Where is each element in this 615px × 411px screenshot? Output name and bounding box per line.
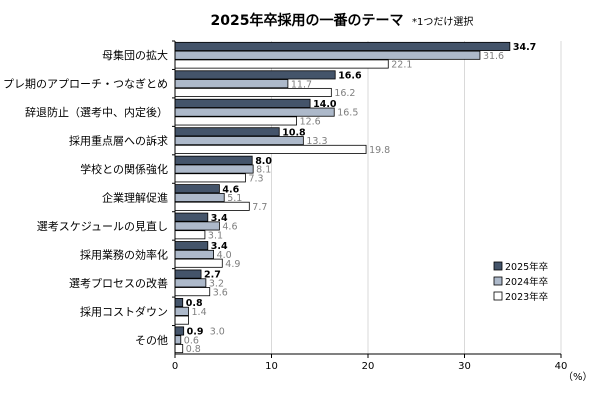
- data-label: 3.4: [211, 241, 228, 252]
- bar-2023年卒: [174, 144, 367, 154]
- data-label: 31.6: [483, 51, 504, 62]
- bar-2025年卒: [174, 212, 209, 222]
- data-label: 4.0: [217, 250, 232, 261]
- chart-note: *1つだけ選択: [412, 15, 473, 28]
- data-label: 4.9: [225, 259, 240, 270]
- bar-2023年卒: [174, 258, 223, 268]
- bar-2024年卒: [174, 278, 207, 288]
- bar-2025年卒: [174, 184, 220, 194]
- category-label: 採用重点層への訴求: [69, 134, 168, 148]
- bar-2024年卒: [174, 164, 254, 174]
- category-label: プレ期のアプローチ・つなぎとめ: [3, 77, 168, 91]
- data-label: 12.6: [300, 117, 321, 128]
- bar-2023年卒: [174, 315, 189, 325]
- bar-2025年卒: [174, 241, 209, 251]
- data-label: 8.1: [256, 165, 271, 176]
- category-label: 選考スケジュールの見直し: [37, 219, 168, 233]
- category-label: 採用業務の効率化: [80, 247, 168, 261]
- category-label: 学校との関係強化: [80, 162, 168, 176]
- bar-2024年卒: [174, 249, 214, 259]
- category-label: 選考プロセスの改善: [69, 276, 168, 290]
- bar-2025年卒: [174, 127, 280, 137]
- legend-swatch: [493, 276, 503, 286]
- legend-label: 2023年卒: [505, 291, 548, 303]
- data-label: 4.6: [222, 222, 237, 233]
- category-label: 採用コストダウン: [80, 304, 168, 318]
- data-label: 16.5: [337, 108, 358, 119]
- data-label: 3.0: [210, 327, 225, 338]
- data-label: 34.7: [513, 42, 536, 53]
- bar-2024年卒: [174, 79, 289, 89]
- data-label: 16.6: [338, 70, 362, 81]
- data-label: 4.6: [222, 184, 239, 195]
- x-tick-label: 30: [458, 361, 471, 372]
- bar-2024年卒: [174, 50, 481, 60]
- data-label: 3.1: [208, 230, 223, 241]
- data-label: 3.2: [209, 278, 224, 289]
- category-label: その他: [135, 334, 168, 347]
- data-label: 0.9: [187, 327, 204, 338]
- category-label: 企業理解促進: [102, 191, 168, 205]
- data-label: 0.6: [184, 335, 199, 346]
- bar-2023年卒: [174, 59, 389, 69]
- data-label: 7.7: [252, 202, 267, 213]
- data-label: 19.8: [369, 145, 390, 156]
- data-label: 0.8: [186, 344, 201, 355]
- data-label: 7.3: [248, 173, 263, 184]
- bar-2023年卒: [174, 116, 297, 126]
- x-tick-label: 10: [265, 361, 278, 372]
- data-label: 16.2: [334, 88, 355, 99]
- bar-2025年卒: [174, 98, 311, 108]
- x-tick-label: 40: [555, 361, 568, 372]
- data-label: 14.0: [313, 99, 337, 110]
- legend-label: 2024年卒: [505, 276, 548, 288]
- data-label: 3.6: [213, 287, 228, 298]
- legend-swatch: [493, 261, 503, 271]
- legend-swatch: [493, 291, 503, 301]
- bar-2023年卒: [174, 344, 184, 354]
- data-label: 5.1: [227, 193, 242, 204]
- category-label: 辞退防止（選考中、内定後）: [25, 105, 168, 119]
- data-label: 22.1: [391, 60, 412, 71]
- bar-2023年卒: [174, 173, 246, 183]
- bar-2025年卒: [174, 269, 202, 279]
- data-label: 1.4: [192, 307, 207, 318]
- bar-2024年卒: [174, 335, 182, 345]
- x-axis-unit: （%）: [563, 371, 593, 383]
- bar-2025年卒: [174, 41, 511, 51]
- chart-title: 2025年卒採用の一番のテーマ: [211, 12, 404, 29]
- data-label: 10.8: [282, 127, 306, 138]
- data-label: 11.7: [291, 79, 312, 90]
- data-label: 3.4: [211, 213, 228, 224]
- bar-2023年卒: [174, 287, 211, 297]
- bar-2025年卒: [174, 70, 336, 80]
- data-label: 0.8: [186, 298, 203, 309]
- data-label: 8.0: [255, 156, 272, 167]
- data-label: 13.3: [306, 136, 327, 147]
- data-label: 2.7: [204, 270, 221, 281]
- bar-2023年卒: [174, 230, 206, 240]
- bar-2024年卒: [174, 107, 335, 117]
- x-tick-label: 20: [362, 361, 375, 372]
- bar-2025年卒: [174, 326, 185, 336]
- bar-2024年卒: [174, 192, 225, 202]
- bar-2025年卒: [174, 155, 253, 165]
- legend-label: 2025年卒: [505, 261, 548, 273]
- category-label: 母集団の拡大: [102, 48, 168, 62]
- bar-2025年卒: [174, 298, 184, 308]
- x-tick-label: 0: [172, 361, 178, 372]
